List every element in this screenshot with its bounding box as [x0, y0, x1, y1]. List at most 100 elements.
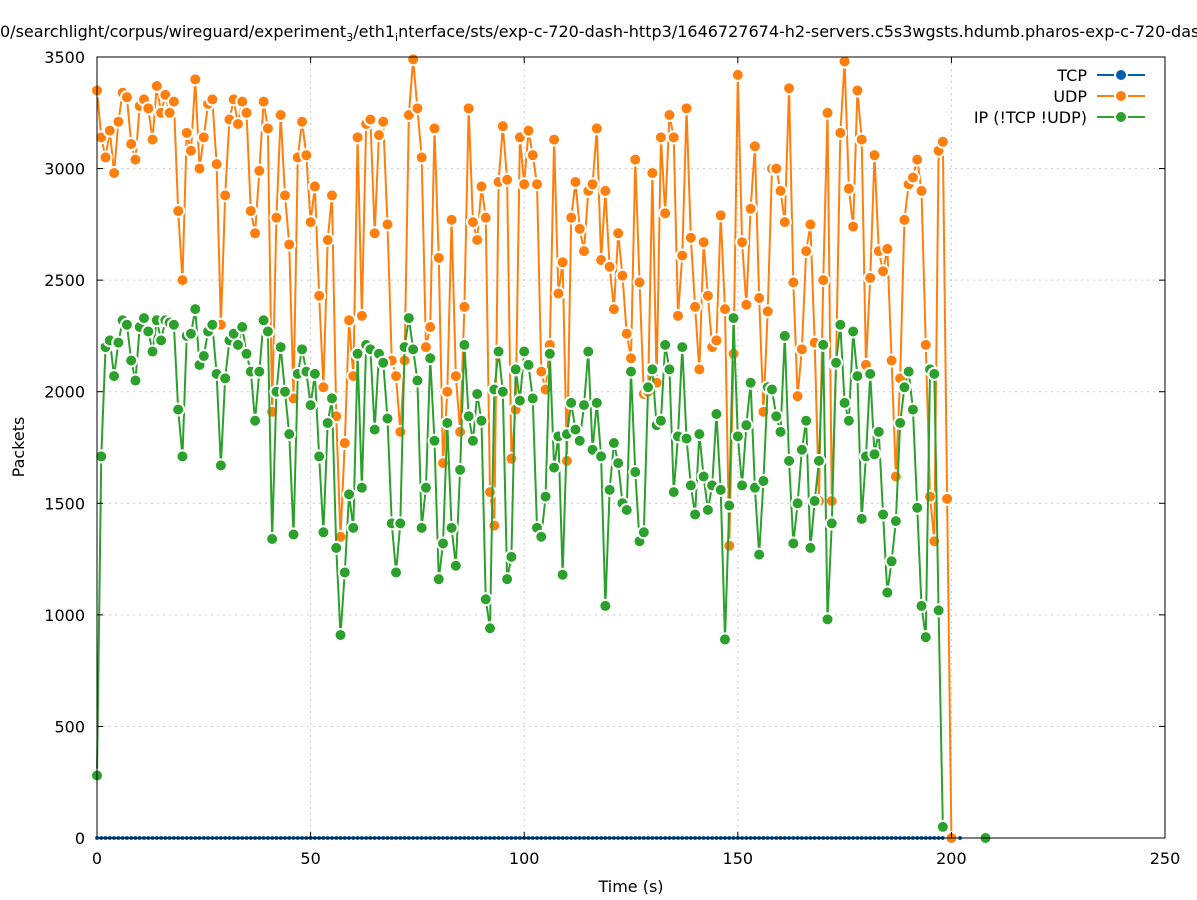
data-point — [940, 491, 955, 506]
y-axis-label: Packets — [9, 417, 28, 478]
data-point — [102, 123, 117, 138]
data-point — [572, 221, 587, 236]
data-point — [124, 353, 139, 368]
data-point — [760, 304, 775, 319]
data-point — [769, 161, 784, 176]
data-point — [675, 248, 690, 263]
data-point — [547, 132, 562, 147]
data-point — [717, 302, 732, 317]
data-point — [572, 433, 587, 448]
data-point — [431, 572, 446, 587]
legend: TCP UDP IP (!TCP !UDP) — [974, 66, 1145, 127]
data-point — [739, 297, 754, 312]
data-point — [218, 188, 233, 203]
data-point — [589, 395, 604, 410]
data-point — [299, 148, 314, 163]
data-point — [230, 337, 245, 352]
data-point — [837, 395, 852, 410]
data-point — [611, 456, 626, 471]
data-point — [653, 413, 668, 428]
data-point — [94, 449, 109, 464]
data-point — [624, 364, 638, 379]
data-point — [235, 320, 250, 335]
data-point — [841, 413, 856, 428]
data-point — [790, 389, 805, 404]
x-tick-label: 250 — [1150, 849, 1181, 868]
data-point — [111, 114, 126, 129]
data-point — [606, 302, 621, 317]
data-point — [752, 547, 767, 562]
data-point — [324, 188, 339, 203]
data-point — [794, 442, 809, 457]
data-point — [914, 598, 929, 613]
data-point — [786, 275, 801, 290]
data-point — [119, 317, 134, 332]
data-point — [171, 402, 186, 417]
data-point — [777, 328, 792, 343]
x-tick-label: 200 — [936, 849, 967, 868]
data-point — [205, 92, 220, 107]
data-point — [794, 342, 809, 357]
data-point — [376, 114, 391, 129]
data-point — [111, 335, 126, 350]
data-point — [119, 90, 134, 105]
data-point — [393, 516, 408, 531]
data-point — [389, 565, 404, 580]
data-point — [444, 520, 459, 535]
data-point — [307, 179, 322, 194]
data-point — [598, 598, 613, 613]
data-point — [517, 177, 532, 192]
data-point — [534, 364, 549, 379]
data-point — [807, 494, 822, 509]
data-point — [423, 320, 438, 335]
data-point — [799, 244, 814, 259]
y-tick-label: 0 — [75, 829, 85, 848]
data-point — [692, 362, 707, 377]
data-point — [769, 409, 784, 424]
data-point — [453, 424, 468, 439]
data-point — [342, 313, 357, 328]
data-point — [867, 148, 882, 163]
data-point — [273, 340, 288, 355]
data-point — [577, 244, 592, 259]
data-point — [248, 226, 263, 241]
data-point — [265, 531, 280, 546]
data-point — [803, 540, 818, 555]
data-point — [628, 152, 643, 167]
data-point — [820, 105, 835, 120]
data-point — [743, 375, 758, 390]
data-point — [709, 333, 724, 348]
y-tick-label: 2500 — [44, 271, 85, 290]
data-point — [811, 453, 826, 468]
data-point — [581, 344, 596, 359]
data-point — [209, 157, 224, 172]
data-point — [337, 436, 352, 451]
data-point — [307, 366, 322, 381]
data-point — [602, 259, 617, 274]
data-point — [166, 317, 181, 332]
data-point — [876, 264, 891, 279]
data-point — [295, 342, 310, 357]
data-point — [448, 558, 463, 573]
data-point — [354, 308, 369, 323]
data-point — [773, 424, 788, 439]
y-tick-label: 500 — [54, 717, 85, 736]
data-point — [277, 384, 292, 399]
data-point — [312, 449, 327, 464]
series-layer — [90, 52, 993, 845]
data-point — [371, 128, 386, 143]
data-point — [320, 415, 335, 430]
data-point — [389, 369, 404, 384]
data-point — [282, 427, 297, 442]
data-point — [350, 130, 365, 145]
data-point — [188, 72, 203, 87]
data-point — [107, 369, 122, 384]
data-point — [786, 536, 801, 551]
data-point — [196, 349, 211, 364]
data-point — [367, 422, 382, 437]
data-point — [525, 391, 540, 406]
data-point — [239, 346, 254, 361]
data-point — [171, 203, 186, 218]
data-point — [816, 273, 831, 288]
data-point — [534, 529, 549, 544]
